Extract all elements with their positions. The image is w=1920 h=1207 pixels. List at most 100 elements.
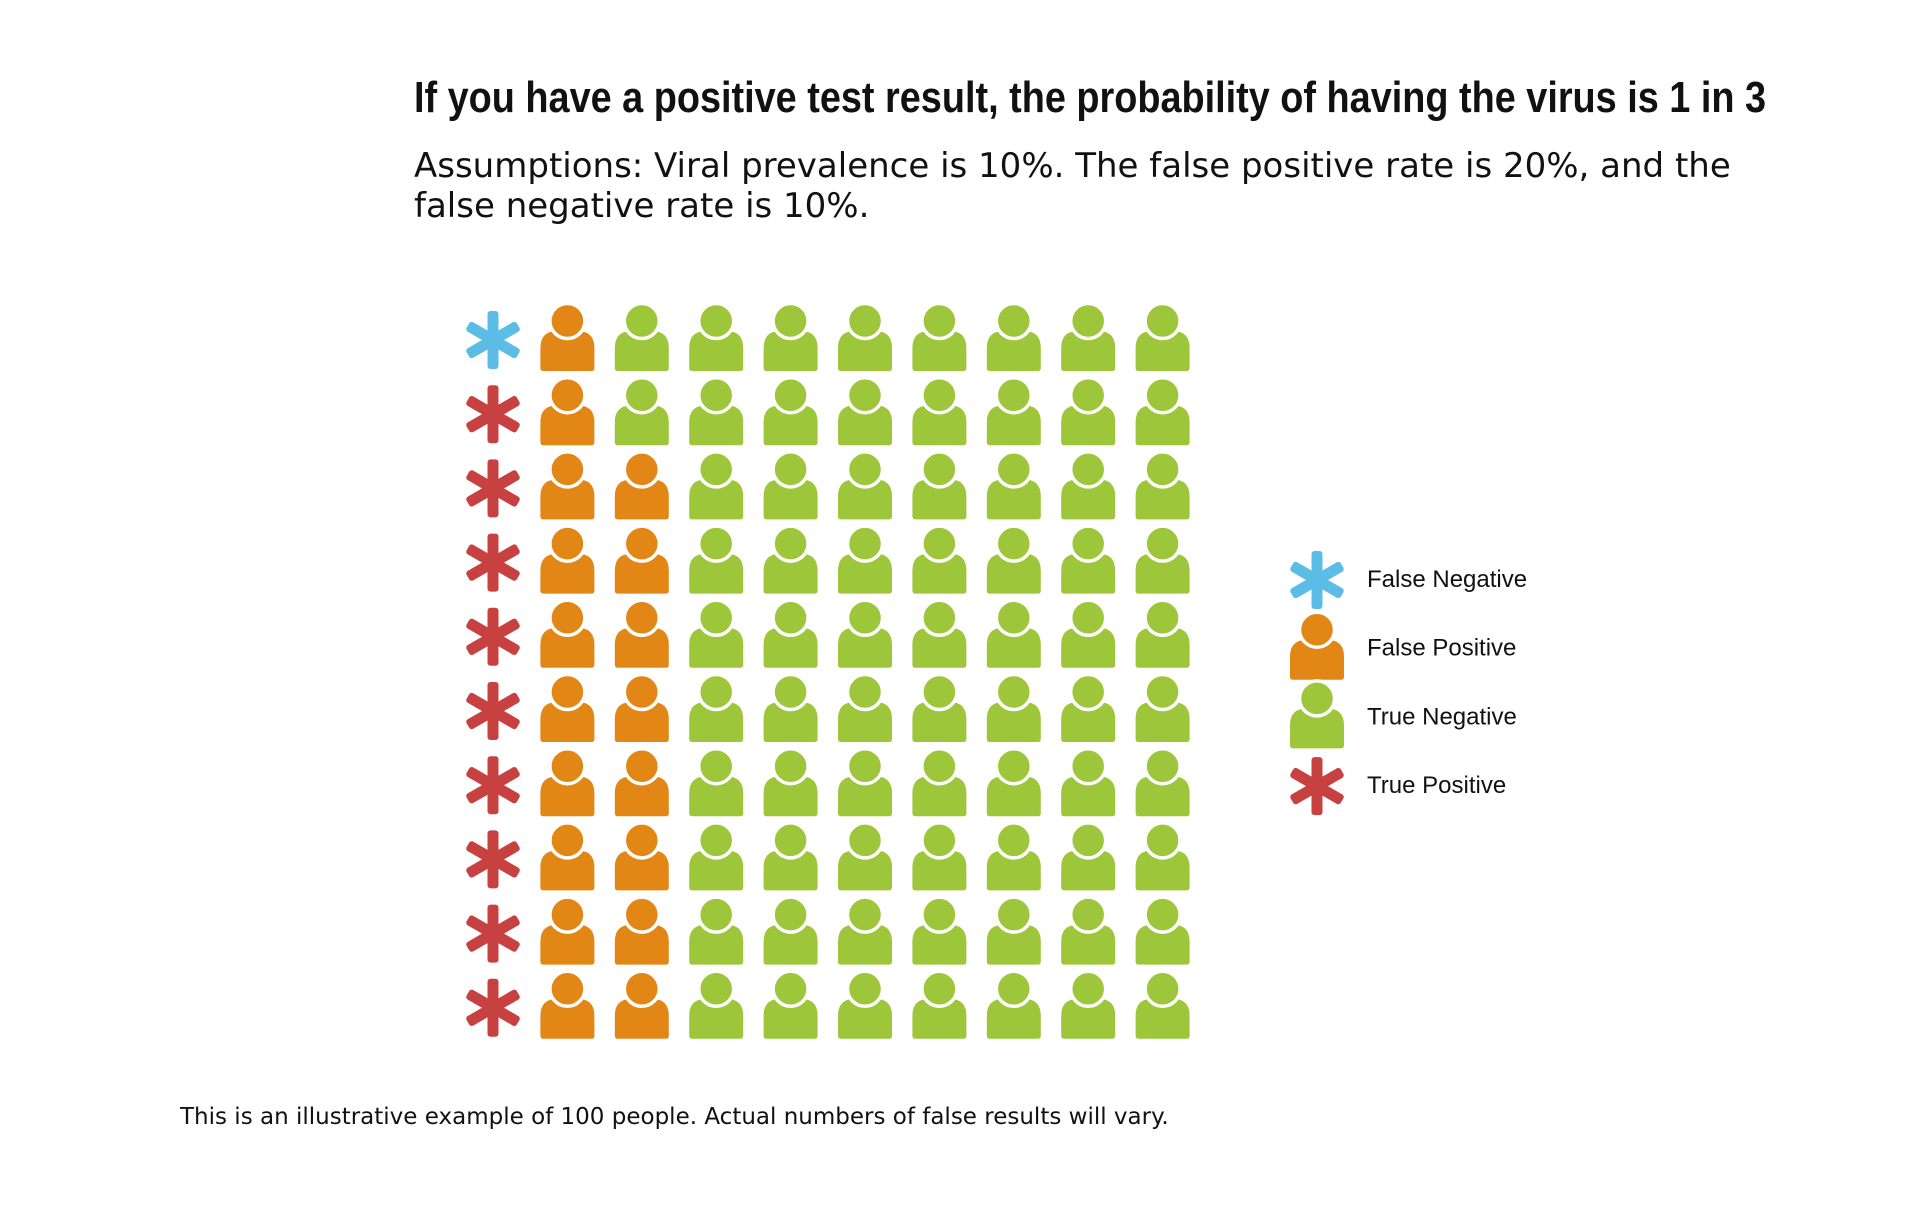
legend-label-false-negative: False Negative	[1367, 566, 1527, 593]
waffle-cell-false-positive	[614, 821, 669, 891]
waffle-cell-true-negative	[689, 746, 744, 817]
waffle-cell-true-negative	[1061, 524, 1116, 594]
waffle-cell-true-negative	[689, 524, 744, 594]
waffle-cell-true-negative	[763, 821, 818, 891]
waffle-cell-true-positive	[466, 830, 520, 889]
waffle-cell-true-negative	[986, 746, 1041, 817]
waffle-cell-true-negative	[912, 301, 967, 371]
waffle-cell-true-negative	[986, 375, 1041, 446]
legend-item-true-negative: True Negative	[1290, 679, 1517, 749]
waffle-cell-false-positive	[540, 450, 595, 520]
waffle-cell-true-negative	[912, 672, 967, 742]
waffle-cell-true-negative	[689, 375, 744, 446]
waffle-cell-true-negative	[838, 821, 892, 891]
waffle-cell-true-negative	[838, 524, 892, 594]
waffle-cell-false-negative	[466, 311, 520, 369]
waffle-cell-true-negative	[838, 450, 892, 520]
waffle-cell-true-negative	[1061, 375, 1116, 446]
waffle-cell-false-positive	[614, 598, 669, 668]
waffle-cell-true-negative	[1135, 969, 1190, 1039]
waffle-cell-true-negative	[763, 375, 818, 446]
waffle-cell-false-positive	[614, 524, 669, 594]
waffle-cell-false-positive	[614, 969, 669, 1039]
waffle-cell-true-negative	[763, 969, 818, 1039]
waffle-cell-true-negative	[912, 969, 967, 1039]
waffle-cell-true-negative	[912, 450, 967, 520]
waffle-cell-true-negative	[986, 598, 1041, 668]
waffle-cell-false-positive	[540, 672, 595, 742]
waffle-cell-true-negative	[689, 969, 744, 1039]
waffle-cell-true-negative	[838, 375, 892, 446]
waffle-cell-false-positive	[614, 895, 669, 965]
waffle-cell-true-negative	[689, 598, 744, 668]
waffle-cell-true-negative	[1061, 672, 1116, 742]
waffle-cell-true-negative	[763, 746, 818, 817]
waffle-cell-true-negative	[838, 746, 892, 817]
waffle-cell-true-positive	[466, 756, 520, 815]
legend-icon-false-negative	[1290, 551, 1344, 609]
waffle-cell-true-negative	[838, 598, 892, 668]
waffle-cell-true-negative	[614, 375, 669, 446]
legend-icon-false-positive	[1290, 610, 1344, 680]
waffle-cell-true-negative	[1135, 598, 1190, 668]
waffle-cell-true-negative	[986, 450, 1041, 520]
waffle-cell-false-positive	[540, 821, 595, 891]
waffle-cell-true-negative	[1135, 524, 1190, 594]
waffle-cell-false-positive	[540, 301, 595, 371]
legend-item-true-positive: True Positive	[1290, 757, 1506, 816]
waffle-cell-true-negative	[1135, 375, 1190, 446]
waffle-cell-true-negative	[689, 450, 744, 520]
waffle-cell-false-positive	[540, 598, 595, 668]
waffle-cell-true-negative	[912, 598, 967, 668]
waffle-cell-true-negative	[1135, 746, 1190, 817]
waffle-cell-true-negative	[912, 375, 967, 446]
waffle-cell-true-negative	[689, 895, 744, 965]
waffle-cell-true-negative	[986, 672, 1041, 742]
waffle-cell-true-negative	[1135, 450, 1190, 520]
chart-title: If you have a positive test result, the …	[414, 73, 1767, 122]
waffle-cell-true-negative	[763, 598, 818, 668]
waffle-cell-false-positive	[540, 895, 595, 965]
waffle-cell-false-positive	[614, 672, 669, 742]
waffle-cell-true-negative	[1061, 450, 1116, 520]
legend-icon-true-positive	[1290, 757, 1344, 816]
legend-label-true-negative: True Negative	[1367, 703, 1517, 730]
waffle-cell-true-negative	[1061, 598, 1116, 668]
waffle-cell-true-negative	[1135, 672, 1190, 742]
waffle-grid	[466, 301, 1190, 1039]
waffle-cell-true-negative	[1061, 821, 1116, 891]
waffle-cell-true-negative	[689, 821, 744, 891]
waffle-cell-true-positive	[466, 682, 520, 740]
waffle-cell-true-negative	[838, 969, 892, 1039]
waffle-cell-true-negative	[614, 301, 669, 371]
waffle-cell-true-negative	[1135, 821, 1190, 891]
chart-subtitle: Assumptions: Viral prevalence is 10%. Th…	[414, 146, 1731, 226]
waffle-cell-true-negative	[1061, 895, 1116, 965]
waffle-cell-true-negative	[689, 301, 744, 371]
waffle-cell-true-positive	[466, 978, 520, 1037]
legend-label-false-positive: False Positive	[1367, 635, 1516, 662]
waffle-cell-true-positive	[466, 533, 520, 592]
waffle-cell-false-positive	[614, 746, 669, 817]
waffle-cell-true-negative	[1061, 746, 1116, 817]
waffle-cell-true-negative	[838, 895, 892, 965]
waffle-cell-true-negative	[838, 672, 892, 742]
legend-item-false-negative: False Negative	[1290, 551, 1527, 609]
waffle-cell-true-positive	[466, 385, 520, 444]
legend-icon-true-negative	[1290, 679, 1344, 749]
waffle-cell-true-negative	[986, 301, 1041, 371]
waffle-cell-true-negative	[1061, 301, 1116, 371]
waffle-cell-true-negative	[986, 524, 1041, 594]
waffle-cell-true-negative	[763, 450, 818, 520]
legend-item-false-positive: False Positive	[1290, 610, 1516, 680]
waffle-cell-true-negative	[912, 524, 967, 594]
waffle-cell-true-negative	[838, 301, 892, 371]
waffle-cell-false-positive	[614, 450, 669, 520]
waffle-cell-true-positive	[466, 607, 520, 666]
waffle-cell-true-positive	[466, 459, 520, 518]
waffle-cell-true-negative	[986, 821, 1041, 891]
waffle-cell-true-negative	[1061, 969, 1116, 1039]
waffle-cell-true-negative	[763, 524, 818, 594]
waffle-cell-false-positive	[540, 375, 595, 446]
